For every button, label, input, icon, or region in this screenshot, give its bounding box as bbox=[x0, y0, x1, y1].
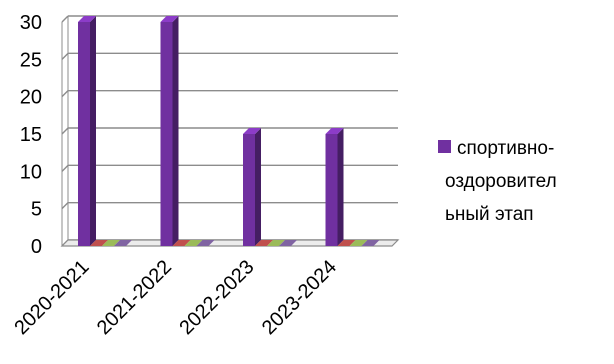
bar-2023-2024-3 bbox=[361, 240, 380, 246]
bar-2023-2024-0 bbox=[325, 128, 344, 246]
x-tick-label: 2022-2023 bbox=[175, 256, 258, 339]
bar-zero bbox=[279, 240, 297, 246]
gridlines bbox=[61, 15, 398, 247]
gridline-side bbox=[61, 15, 69, 23]
gridline-side bbox=[61, 202, 69, 210]
bar-front bbox=[160, 22, 173, 246]
x-axis-ticks: 2020-2021 2021-2022 2022-2023 2023-2024 bbox=[10, 256, 341, 339]
y-tick-label: 10 bbox=[20, 161, 42, 183]
bar-side bbox=[337, 128, 344, 246]
bar-2021-2022-0 bbox=[160, 16, 179, 246]
bar-2020-2021-0 bbox=[78, 16, 96, 246]
legend-label-line-2: оздоровител bbox=[445, 171, 557, 192]
gridline-side bbox=[61, 90, 69, 98]
bars bbox=[78, 16, 380, 246]
legend-label-line-3: ьный этап bbox=[445, 204, 534, 225]
x-tick-label: 2021-2022 bbox=[93, 256, 176, 339]
gridline-side bbox=[61, 127, 69, 135]
legend-swatch bbox=[438, 140, 451, 153]
bar-front bbox=[243, 134, 255, 246]
gridline-side bbox=[61, 164, 69, 172]
x-tick-label: 2023-2024 bbox=[258, 256, 341, 339]
legend-label-line-1: спортивно- bbox=[457, 138, 554, 159]
y-tick-label: 25 bbox=[20, 49, 42, 71]
bar-zero bbox=[114, 240, 132, 246]
legend: спортивно- оздоровител ьный этап bbox=[438, 138, 557, 225]
bar-top bbox=[325, 128, 344, 134]
bar-2020-2021-3 bbox=[114, 240, 132, 246]
bar-zero bbox=[361, 240, 380, 246]
bar-side bbox=[255, 128, 261, 246]
bar-top bbox=[160, 16, 179, 22]
y-tick-label: 15 bbox=[20, 124, 42, 146]
y-axis-ticks: 0 5 10 15 20 25 30 bbox=[20, 12, 42, 258]
bar-top bbox=[78, 16, 96, 22]
y-tick-label: 30 bbox=[20, 12, 42, 34]
x-tick-label: 2020-2021 bbox=[10, 256, 93, 339]
bar-side bbox=[172, 16, 179, 246]
bar-2021-2022-3 bbox=[196, 240, 215, 246]
bar-2022-2023-3 bbox=[279, 240, 297, 246]
bar-2022-2023-0 bbox=[243, 128, 261, 246]
y-tick-label: 5 bbox=[31, 199, 42, 221]
gridline-side bbox=[61, 52, 69, 60]
y-tick-label: 20 bbox=[20, 87, 42, 109]
bar-top bbox=[243, 128, 261, 134]
y-tick-label: 0 bbox=[31, 236, 42, 258]
bar-side bbox=[90, 16, 96, 246]
bar-zero bbox=[196, 240, 215, 246]
bar-front bbox=[78, 22, 90, 246]
bar-front bbox=[325, 134, 338, 246]
